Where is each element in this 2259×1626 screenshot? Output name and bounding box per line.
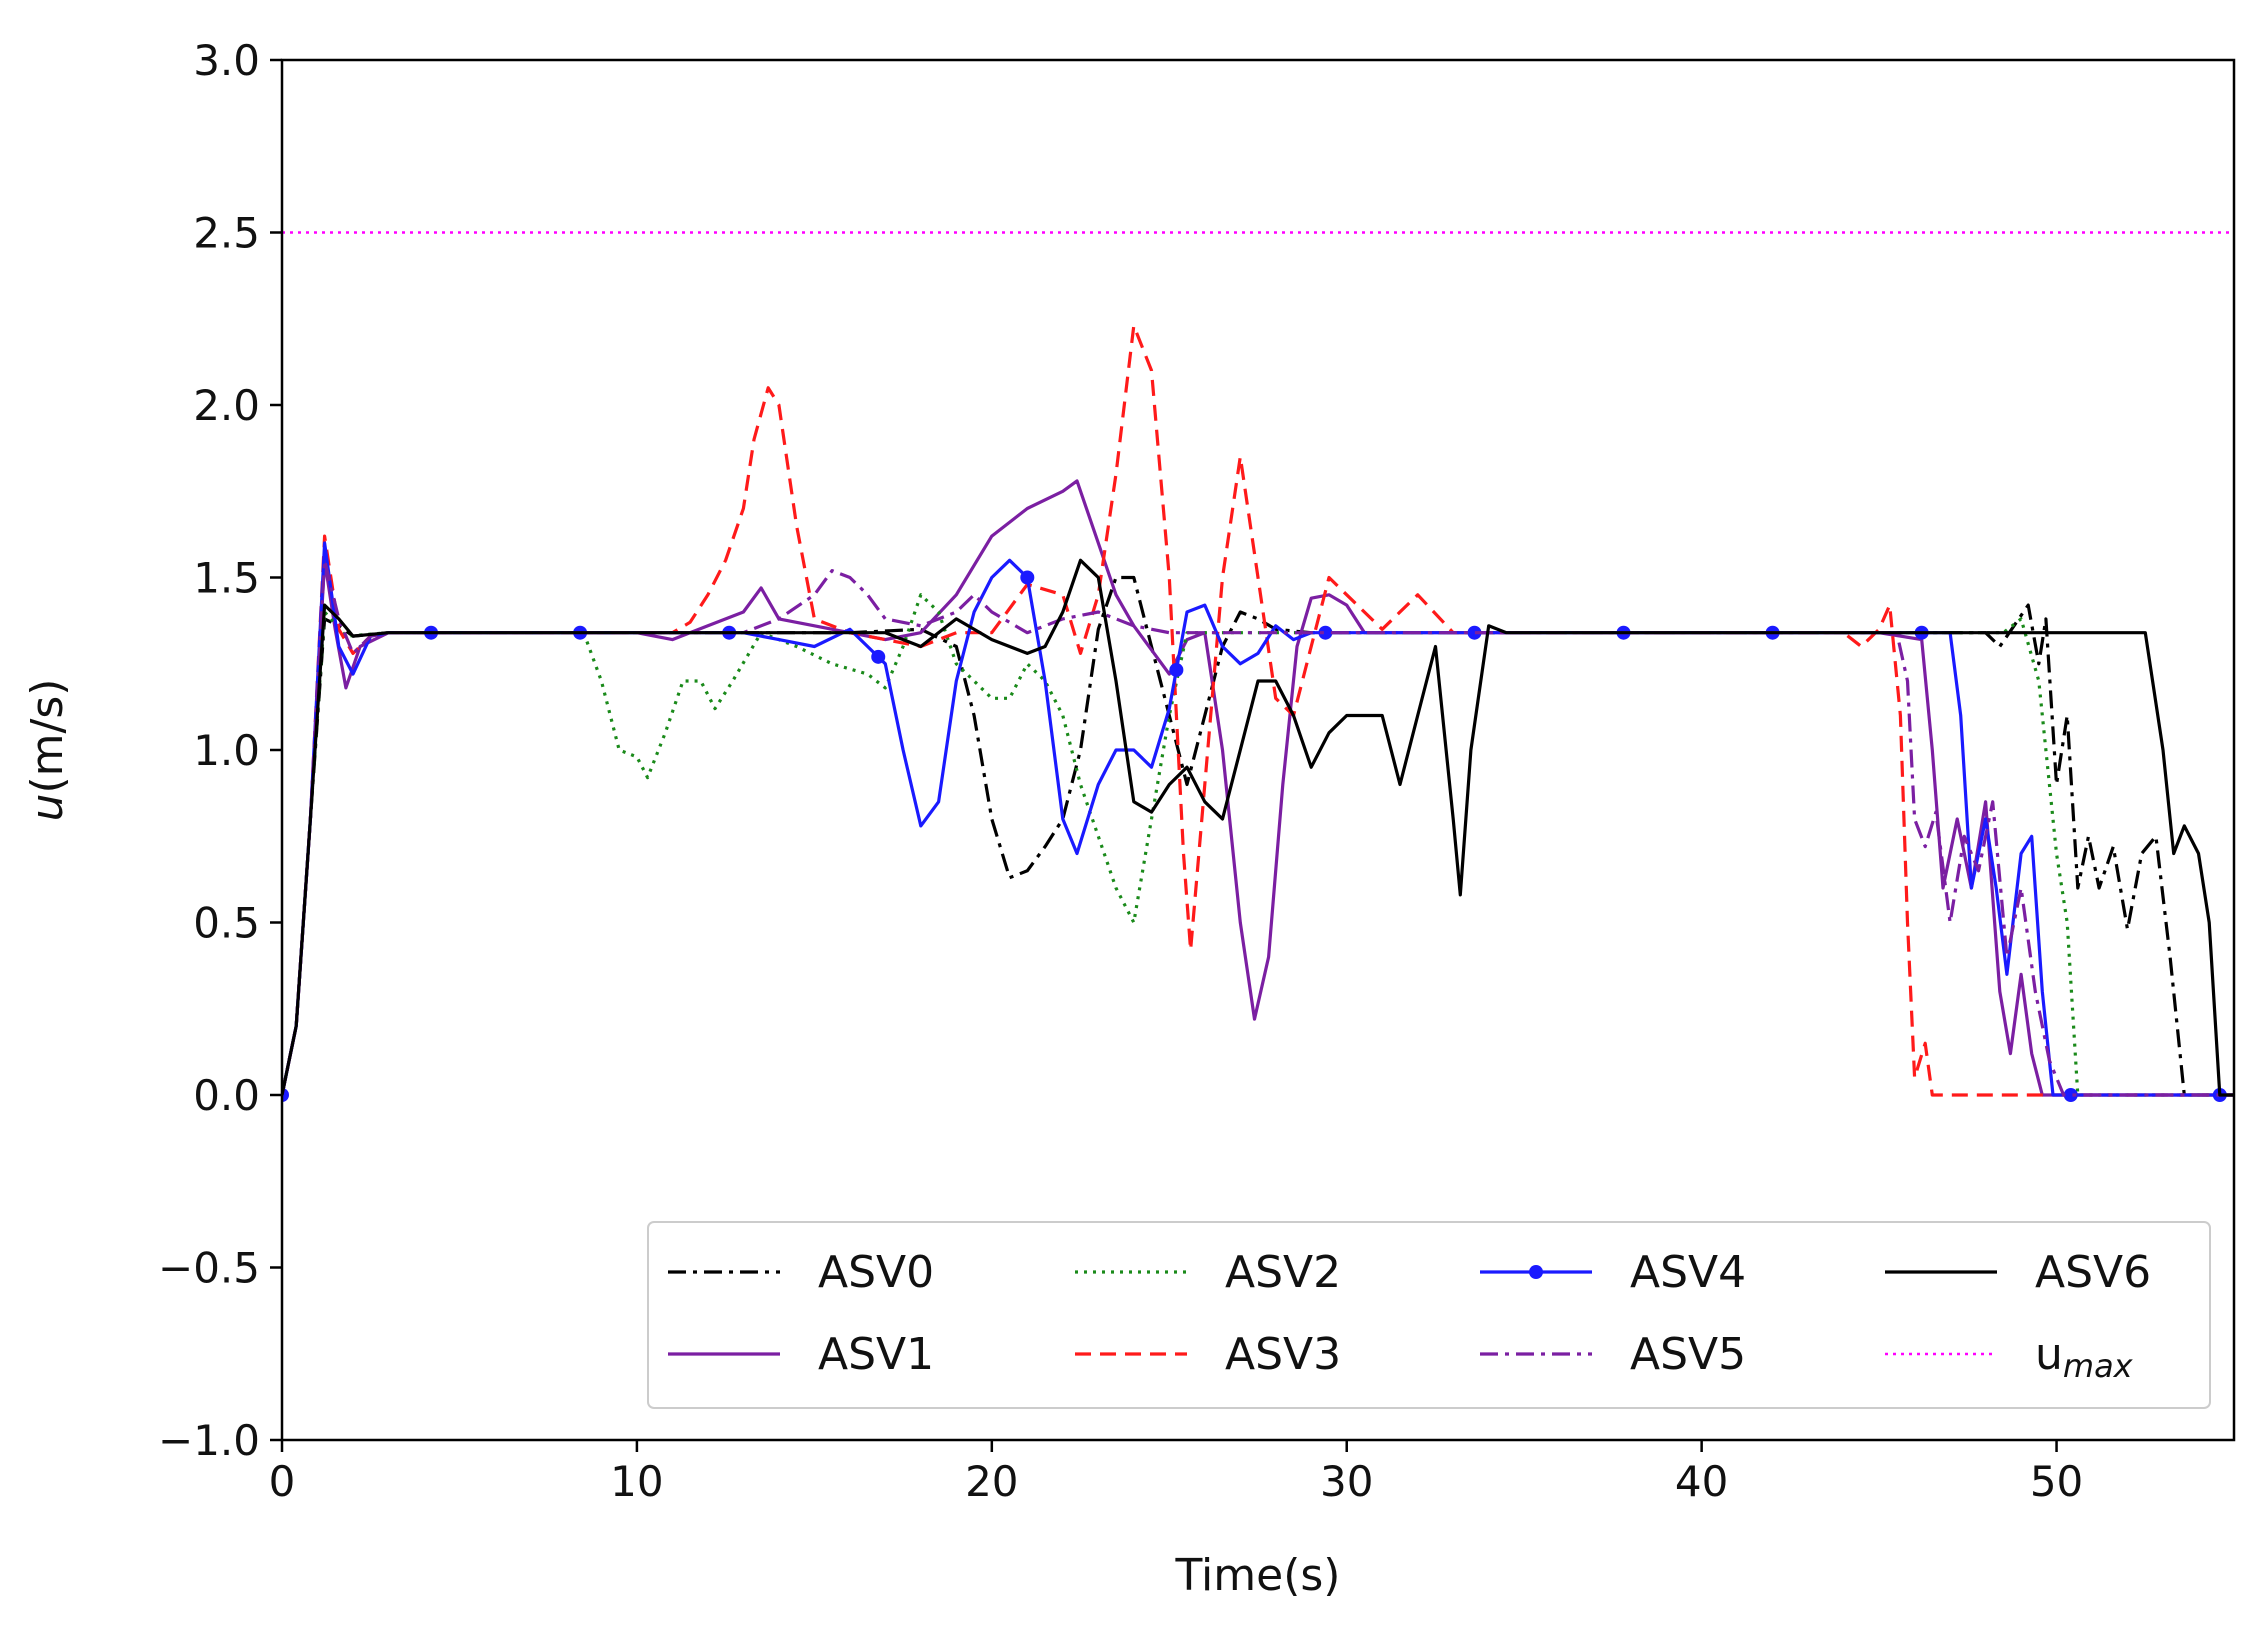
series-line-asv2 bbox=[282, 593, 2234, 1097]
y-tick-label: −0.5 bbox=[158, 1244, 260, 1293]
series-line-asv6 bbox=[282, 558, 2234, 1097]
x-tick-label: 20 bbox=[965, 1457, 1018, 1506]
y-axis-label-unit: (m/s) bbox=[22, 679, 73, 794]
legend-label-asv1: ASV1 bbox=[818, 1329, 934, 1380]
y-tick-label: 1.5 bbox=[193, 554, 260, 603]
y-tick-label: 2.5 bbox=[193, 209, 260, 258]
legend-label-asv4: ASV4 bbox=[1630, 1247, 1746, 1298]
series-line-asv3 bbox=[282, 324, 2234, 1097]
legend: ASV0 ASV1 ASV2 ASV3 ASV4 ASV5 ASV6 umax bbox=[647, 1221, 2211, 1409]
x-tick-label: 50 bbox=[2030, 1457, 2083, 1506]
y-tick-label: 2.0 bbox=[193, 381, 260, 430]
legend-label-asv3: ASV3 bbox=[1225, 1329, 1341, 1380]
y-tick-label: 0.0 bbox=[193, 1071, 260, 1120]
y-tick-label: 3.0 bbox=[193, 36, 260, 85]
series-layer bbox=[282, 231, 2234, 1102]
legend-label-u-max: umax bbox=[2035, 1329, 2134, 1385]
y-tick-label: 1.0 bbox=[193, 726, 260, 775]
legend-label-asv0: ASV0 bbox=[818, 1247, 934, 1298]
plot-frame bbox=[280, 58, 2236, 1442]
series-marker-asv4 bbox=[1467, 625, 1482, 640]
legend-label-asv2: ASV2 bbox=[1225, 1247, 1341, 1298]
series-marker-asv4 bbox=[1020, 570, 1035, 585]
y-tick-label: −1.0 bbox=[158, 1416, 260, 1465]
x-axis-label: Time(s) bbox=[1175, 1550, 1341, 1601]
series-marker-asv4 bbox=[871, 649, 886, 664]
series-marker-asv4 bbox=[1169, 662, 1184, 677]
x-tick-label: 40 bbox=[1675, 1457, 1728, 1506]
x-tick-label: 30 bbox=[1320, 1457, 1373, 1506]
y-tick-label: 0.5 bbox=[193, 899, 260, 948]
legend-label-asv6: ASV6 bbox=[2035, 1247, 2151, 1298]
x-tick-label: 10 bbox=[610, 1457, 663, 1506]
series-marker-asv4 bbox=[2063, 1088, 2078, 1102]
y-axis-label-symbol: u bbox=[22, 794, 73, 822]
legend-marker-asv4 bbox=[1529, 1265, 1543, 1279]
axis-ticks: 0 10 20 30 40 50 −1.0 −0.5 0.0 0.5 1.0 1.5 2.0 2.5 3.0 bbox=[158, 36, 2083, 1506]
legend-label-asv5: ASV5 bbox=[1630, 1329, 1746, 1380]
series-line-asv5 bbox=[282, 558, 2234, 1097]
series-marker-asv4 bbox=[1318, 625, 1333, 640]
y-axis-label: u(m/s) bbox=[22, 679, 73, 822]
legend-box bbox=[647, 1221, 2211, 1409]
x-tick-label: 0 bbox=[269, 1457, 296, 1506]
